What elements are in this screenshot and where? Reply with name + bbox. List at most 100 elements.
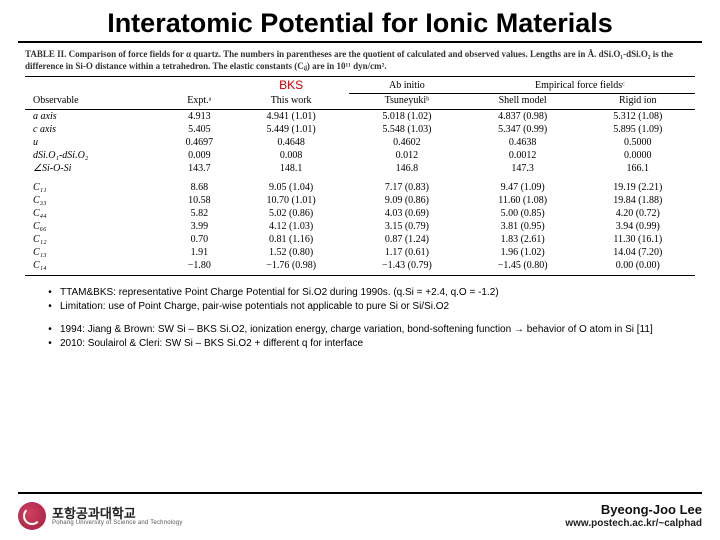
cell-tsuneyuki: 0.87 (1.24)	[349, 233, 465, 246]
cell-thiswork: 5.02 (0.86)	[233, 207, 349, 220]
data-table-wrap: BKS Ab initio Empirical force fieldsᶜ Ob…	[0, 76, 720, 276]
bks-annotation: BKS	[279, 78, 303, 92]
table-caption: TABLE II. Comparison of force fields for…	[0, 47, 720, 76]
cell-rigid: 3.94 (0.99)	[581, 220, 695, 233]
col-shell: Shell model	[465, 93, 581, 109]
cell-tsuneyuki: 0.4602	[349, 136, 465, 149]
cell-rigid: 19.84 (1.88)	[581, 194, 695, 207]
cell-tsuneyuki: 5.018 (1.02)	[349, 109, 465, 123]
cell-rigid: 5.312 (1.08)	[581, 109, 695, 123]
col-thiswork: This work	[233, 93, 349, 109]
table-row: a axis4.9134.941 (1.01)5.018 (1.02)4.837…	[25, 109, 695, 123]
cell-shell: 1.83 (2.61)	[465, 233, 581, 246]
cell-rigid: 0.00 (0.00)	[581, 259, 695, 276]
cell-tsuneyuki: 146.8	[349, 162, 465, 175]
note-item: •TTAM&BKS: representative Point Charge P…	[40, 286, 680, 300]
table-row: ∠Si-O-Si143.7148.1146.8147.3166.1	[25, 162, 695, 175]
table-row: C₆₆3.994.12 (1.03)3.15 (0.79)3.81 (0.95)…	[25, 220, 695, 233]
cell-rigid: 11.30 (16.1)	[581, 233, 695, 246]
university-name-kr: 포항공과대학교	[52, 507, 183, 520]
data-table: BKS Ab initio Empirical force fieldsᶜ Ob…	[25, 76, 695, 276]
cell-shell: 9.47 (1.09)	[465, 181, 581, 194]
cell-thiswork: 4.12 (1.03)	[233, 220, 349, 233]
cell-tsuneyuki: 7.17 (0.83)	[349, 181, 465, 194]
cell-tsuneyuki: −1.43 (0.79)	[349, 259, 465, 276]
cell-expt: 143.7	[165, 162, 233, 175]
table-row: C₁₁8.689.05 (1.04)7.17 (0.83)9.47 (1.09)…	[25, 181, 695, 194]
cell-thiswork: 5.449 (1.01)	[233, 123, 349, 136]
cell-shell: 1.96 (1.02)	[465, 246, 581, 259]
cell-tsuneyuki: 3.15 (0.79)	[349, 220, 465, 233]
cell-rigid: 166.1	[581, 162, 695, 175]
table-row: C₁₃1.911.52 (0.80)1.17 (0.61)1.96 (1.02)…	[25, 246, 695, 259]
cell-rigid: 0.0000	[581, 149, 695, 162]
cell-observable: C₁₃	[25, 246, 165, 259]
cell-shell: −1.45 (0.80)	[465, 259, 581, 276]
cell-shell: 5.00 (0.85)	[465, 207, 581, 220]
cell-rigid: 5.895 (1.09)	[581, 123, 695, 136]
col-rigid: Rigid ion	[581, 93, 695, 109]
page-title: Interatomic Potential for Ionic Material…	[18, 0, 702, 43]
cell-tsuneyuki: 1.17 (0.61)	[349, 246, 465, 259]
cell-rigid: 0.5000	[581, 136, 695, 149]
cell-observable: u	[25, 136, 165, 149]
cell-expt: 5.405	[165, 123, 233, 136]
cell-expt: 0.4697	[165, 136, 233, 149]
logo-mark-icon	[18, 502, 46, 530]
col-observable: Observable	[25, 93, 165, 109]
cell-observable: C₁₁	[25, 181, 165, 194]
university-logo: 포항공과대학교 Pohang University of Science and…	[18, 502, 183, 530]
cell-thiswork: 0.81 (1.16)	[233, 233, 349, 246]
table-row: u0.46970.46480.46020.46380.5000	[25, 136, 695, 149]
cell-observable: dSi.O₁-dSi.O₂	[25, 149, 165, 162]
cell-rigid: 4.20 (0.72)	[581, 207, 695, 220]
cell-observable: a axis	[25, 109, 165, 123]
footer-divider	[18, 492, 702, 494]
cell-tsuneyuki: 4.03 (0.69)	[349, 207, 465, 220]
cell-expt: 1.91	[165, 246, 233, 259]
cell-shell: 147.3	[465, 162, 581, 175]
note-item: •1994: Jiang & Brown: SW Si – BKS Si.O2,…	[40, 323, 680, 337]
col-group-abinitio: Ab initio	[349, 77, 465, 94]
cell-thiswork: 0.008	[233, 149, 349, 162]
author-name: Byeong-Joo Lee	[565, 502, 702, 518]
note-item: •Limitation: use of Point Charge, pair-w…	[40, 300, 680, 314]
cell-observable: c axis	[25, 123, 165, 136]
cell-tsuneyuki: 5.548 (1.03)	[349, 123, 465, 136]
cell-shell: 4.837 (0.98)	[465, 109, 581, 123]
cell-observable: C₃₃	[25, 194, 165, 207]
cell-expt: 5.82	[165, 207, 233, 220]
cell-observable: C₆₆	[25, 220, 165, 233]
cell-shell: 11.60 (1.08)	[465, 194, 581, 207]
col-group-empirical: Empirical force fieldsᶜ	[465, 77, 695, 94]
table-row: C₄₄5.825.02 (0.86)4.03 (0.69)5.00 (0.85)…	[25, 207, 695, 220]
cell-tsuneyuki: 0.012	[349, 149, 465, 162]
note-item: •2010: Soulairol & Cleri: SW Si – BKS Si…	[40, 337, 680, 351]
university-name-en: Pohang University of Science and Technol…	[52, 520, 183, 526]
cell-expt: 8.68	[165, 181, 233, 194]
col-expt: Expt.ᵃ	[165, 93, 233, 109]
cell-expt: 3.99	[165, 220, 233, 233]
cell-thiswork: 10.70 (1.01)	[233, 194, 349, 207]
footer: 포항공과대학교 Pohang University of Science and…	[18, 496, 702, 536]
col-tsuneyuki: Tsuneyukiᵇ	[349, 93, 465, 109]
cell-thiswork: 9.05 (1.04)	[233, 181, 349, 194]
table-row: C₁₂0.700.81 (1.16)0.87 (1.24)1.83 (2.61)…	[25, 233, 695, 246]
cell-rigid: 19.19 (2.21)	[581, 181, 695, 194]
cell-observable: C₁₄	[25, 259, 165, 276]
table-row: C₁₄−1.80−1.76 (0.98)−1.43 (0.79)−1.45 (0…	[25, 259, 695, 276]
cell-expt: 10.58	[165, 194, 233, 207]
cell-observable: C₁₂	[25, 233, 165, 246]
cell-expt: 0.70	[165, 233, 233, 246]
cell-observable: ∠Si-O-Si	[25, 162, 165, 175]
cell-thiswork: −1.76 (0.98)	[233, 259, 349, 276]
cell-shell: 0.0012	[465, 149, 581, 162]
cell-expt: 0.009	[165, 149, 233, 162]
cell-shell: 5.347 (0.99)	[465, 123, 581, 136]
cell-expt: 4.913	[165, 109, 233, 123]
cell-rigid: 14.04 (7.20)	[581, 246, 695, 259]
cell-shell: 0.4638	[465, 136, 581, 149]
cell-thiswork: 1.52 (0.80)	[233, 246, 349, 259]
notes-list: •TTAM&BKS: representative Point Charge P…	[0, 276, 720, 351]
cell-shell: 3.81 (0.95)	[465, 220, 581, 233]
